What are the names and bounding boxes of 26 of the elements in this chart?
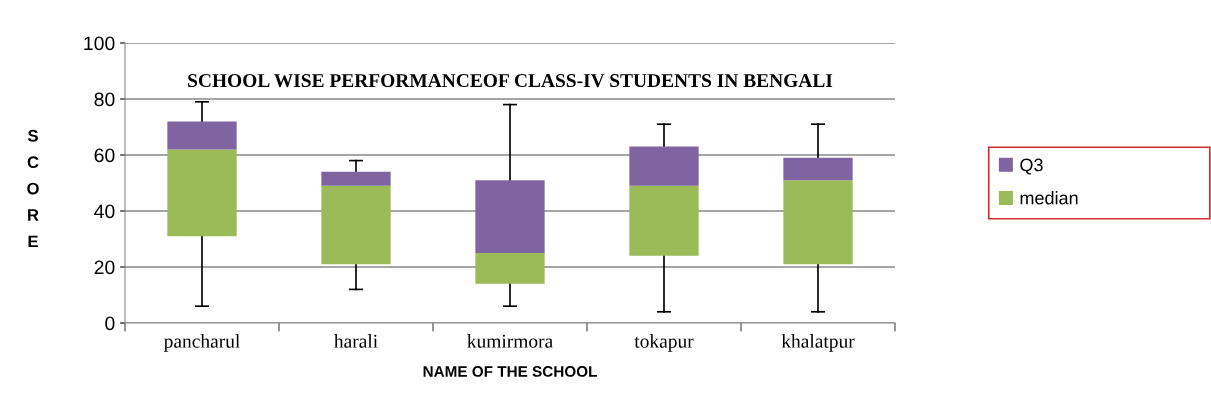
bar	[629, 185, 699, 256]
x-tick-label: khalatpur	[781, 334, 855, 352]
y-tick-label: 0	[105, 316, 115, 331]
bar	[629, 146, 699, 186]
x-tick-label: kumirmora	[467, 334, 553, 348]
bar	[783, 180, 853, 265]
text: SCHOOL WISE PERFORMANCEOF CLASS-IV STUDENTS IN BENGALI	[188, 74, 833, 88]
bar	[321, 185, 391, 265]
bar	[167, 149, 237, 237]
y-tick-label: 80	[94, 92, 115, 107]
bar	[321, 171, 391, 186]
y-tick-label: 40	[94, 204, 115, 219]
y-tick-label: 20	[94, 260, 115, 275]
bar	[783, 157, 853, 181]
x-tick-label: harali	[334, 334, 378, 348]
x-tick-label: tokapur	[634, 334, 694, 352]
bar	[475, 253, 545, 284]
bar	[167, 121, 237, 150]
x-tick-label: pancharul	[163, 334, 240, 352]
legend-label: median	[1020, 191, 1078, 205]
legend-label: Q3	[1020, 158, 1043, 175]
bar	[475, 180, 545, 253]
y-tick-label: 60	[94, 148, 115, 163]
y-tick-label: 100	[84, 36, 115, 51]
y-axis-title: SCORE	[27, 129, 39, 248]
x-axis-title: NAME OF THE SCHOOL	[423, 366, 597, 377]
